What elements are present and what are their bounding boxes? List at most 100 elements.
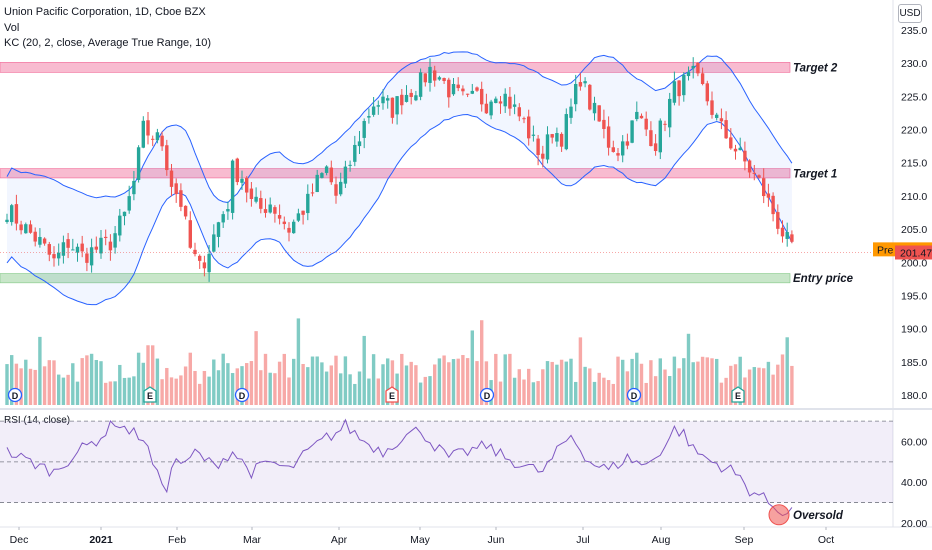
volume-bar	[353, 383, 357, 405]
candle	[287, 222, 291, 242]
candle	[395, 96, 399, 125]
candle	[348, 160, 352, 172]
volume-bar	[606, 380, 611, 405]
volume-bar	[5, 364, 9, 405]
candle-body	[104, 236, 108, 239]
last-price-tag	[895, 245, 932, 260]
candle	[353, 135, 357, 167]
volume-bar	[715, 358, 719, 405]
candle-body	[235, 158, 239, 183]
candle	[663, 120, 667, 132]
candle-body	[371, 106, 376, 115]
candle-body	[578, 82, 583, 87]
volume-bar	[66, 374, 70, 405]
candle	[362, 118, 366, 149]
volume-bar	[762, 368, 766, 405]
volume-bar	[616, 356, 620, 405]
candle-body	[320, 173, 324, 178]
candle-body	[174, 183, 178, 195]
volume-bar	[428, 376, 432, 405]
candle	[696, 62, 700, 77]
time-tick-label: Oct	[818, 534, 834, 546]
candle-body	[386, 98, 390, 101]
price-tick-label: 210.0	[901, 191, 927, 203]
candle	[715, 112, 719, 121]
candle-body	[57, 252, 61, 259]
candle	[555, 127, 559, 147]
volume-bar	[597, 372, 601, 405]
volume-bar	[19, 368, 23, 405]
time-tick-label: Jun	[488, 534, 505, 546]
volume-bar	[301, 363, 305, 405]
price-tick-label: 180.0	[901, 390, 927, 402]
volume-bar	[531, 382, 536, 405]
candle	[743, 141, 747, 171]
rsi-legend: RSI (14, close)	[4, 415, 71, 426]
candle-body	[212, 234, 216, 252]
candle	[33, 227, 37, 247]
candle	[644, 111, 648, 137]
candle	[733, 144, 738, 160]
candle-body	[527, 116, 531, 139]
currency-badge[interactable]: USD	[898, 4, 922, 23]
candle-body	[75, 246, 80, 253]
candle	[89, 238, 94, 273]
oversold-marker	[768, 504, 790, 526]
volume-bar	[390, 360, 395, 405]
candle	[5, 213, 9, 224]
volume-bar	[766, 361, 771, 405]
volume-bar	[38, 336, 42, 405]
candle-body	[80, 243, 84, 252]
candle-body	[376, 105, 380, 107]
volume-bar	[85, 355, 89, 405]
candle-body	[517, 107, 521, 117]
candle-body	[306, 193, 310, 214]
chart-title: Union Pacific Corporation, 1D, Cboe BZX	[4, 6, 206, 18]
volume-bar	[404, 365, 409, 405]
volume-bar	[193, 370, 197, 405]
volume-bar	[719, 382, 724, 405]
volume-bar	[433, 364, 437, 405]
volume-bar	[738, 356, 742, 405]
volume-bar	[494, 353, 498, 405]
candle-body	[564, 114, 568, 150]
candle	[202, 255, 207, 277]
candle	[230, 159, 235, 220]
candle-body	[724, 120, 728, 139]
volume-bar	[578, 337, 583, 405]
candle	[259, 190, 263, 214]
candle	[752, 164, 756, 181]
candle	[508, 87, 512, 116]
candle-body	[639, 115, 644, 119]
candle	[104, 229, 108, 246]
candle	[503, 88, 507, 113]
candle	[785, 222, 789, 247]
candle	[320, 172, 324, 179]
candle	[198, 254, 202, 269]
candle	[118, 208, 122, 242]
candle-body	[508, 96, 512, 109]
time-tick-label: May	[410, 534, 431, 546]
candle-body	[277, 215, 282, 219]
candle-body	[484, 103, 489, 114]
candle	[465, 93, 470, 98]
candle	[470, 83, 474, 95]
volume-bar	[273, 373, 277, 405]
candle	[386, 95, 390, 109]
candle	[24, 222, 28, 234]
candle	[80, 235, 84, 258]
candle-body	[113, 233, 117, 248]
volume-bar	[743, 377, 747, 405]
candle-body	[282, 221, 286, 225]
volume-bar	[320, 362, 324, 405]
candle	[512, 94, 517, 115]
volume-bar	[216, 370, 221, 405]
volume-bar	[179, 375, 183, 405]
candle	[268, 197, 272, 214]
candle-body	[780, 227, 785, 237]
marker-shape	[731, 386, 745, 403]
volume-bar	[329, 365, 333, 405]
candle	[588, 84, 592, 111]
candle	[771, 192, 775, 222]
